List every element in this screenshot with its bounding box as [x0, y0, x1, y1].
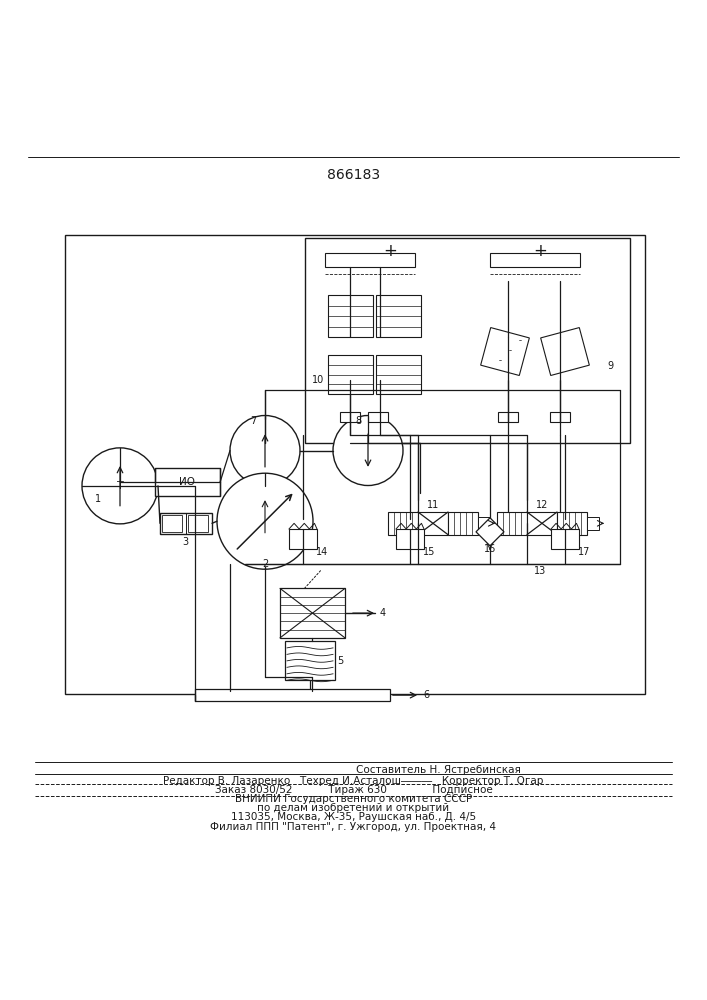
Text: 14: 14: [316, 547, 328, 557]
Bar: [305, 238, 630, 443]
Bar: [188, 515, 208, 532]
Bar: [65, 235, 645, 694]
Bar: [162, 515, 182, 532]
Bar: [280, 588, 345, 638]
Text: 15: 15: [423, 547, 436, 557]
Bar: [527, 512, 557, 535]
Polygon shape: [481, 328, 530, 375]
Bar: [498, 412, 518, 422]
Text: 12: 12: [536, 500, 548, 510]
Text: T: T: [117, 481, 124, 491]
Bar: [325, 253, 415, 267]
Bar: [285, 641, 335, 680]
Text: 9: 9: [607, 361, 613, 371]
Bar: [490, 253, 580, 267]
Bar: [388, 512, 418, 535]
Bar: [340, 412, 360, 422]
Text: 11: 11: [427, 500, 439, 510]
Bar: [550, 412, 570, 422]
Bar: [396, 529, 424, 549]
Text: 7: 7: [250, 416, 256, 426]
Bar: [328, 295, 373, 337]
Text: Составитель Н. Ястребинская: Составитель Н. Ястребинская: [356, 765, 521, 775]
Text: 13: 13: [534, 566, 546, 576]
Text: +: +: [533, 242, 547, 260]
Polygon shape: [476, 518, 504, 546]
Bar: [448, 512, 478, 535]
Text: 16: 16: [484, 544, 496, 554]
Text: по делам изобретений и открытий: по делам изобретений и открытий: [257, 803, 450, 813]
Text: +: +: [383, 242, 397, 260]
Bar: [497, 512, 527, 535]
Bar: [551, 529, 579, 549]
Circle shape: [82, 448, 158, 524]
Bar: [557, 512, 587, 535]
Bar: [376, 295, 421, 337]
Text: 866183: 866183: [327, 168, 380, 182]
Text: 8: 8: [355, 416, 361, 426]
Text: Редактор В. Лазаренко   Техред И.Асталош―――   Корректор Т. Огар: Редактор В. Лазаренко Техред И.Асталош――…: [163, 776, 544, 786]
Text: 6: 6: [423, 690, 429, 700]
Text: 113035, Москва, Ж-35, Раушская наб., Д. 4/5: 113035, Москва, Ж-35, Раушская наб., Д. …: [231, 812, 476, 822]
Text: Филиал ППП "Патент", г. Ужгород, ул. Проектная, 4: Филиал ППП "Патент", г. Ужгород, ул. Про…: [211, 822, 496, 832]
Text: ИО: ИО: [179, 477, 195, 487]
Bar: [478, 517, 490, 530]
Polygon shape: [541, 328, 590, 375]
Bar: [289, 529, 317, 549]
Bar: [195, 689, 390, 701]
Bar: [368, 412, 388, 422]
Circle shape: [333, 416, 403, 486]
Text: 1: 1: [95, 494, 101, 504]
Text: Заказ 8030/52           Тираж 630              Подписное: Заказ 8030/52 Тираж 630 Подписное: [215, 785, 492, 795]
Text: ВНИИПИ Государственного комитета СССР: ВНИИПИ Государственного комитета СССР: [235, 794, 472, 804]
Text: 5: 5: [337, 656, 343, 666]
Bar: [155, 468, 220, 496]
Text: 3: 3: [182, 537, 188, 547]
Circle shape: [230, 416, 300, 486]
Text: 2: 2: [262, 559, 268, 569]
Bar: [587, 517, 599, 530]
Bar: [376, 355, 421, 394]
Bar: [160, 513, 212, 534]
Text: 4: 4: [380, 608, 386, 618]
Text: 17: 17: [578, 547, 590, 557]
Text: 10: 10: [312, 375, 324, 385]
Bar: [328, 355, 373, 394]
Bar: [418, 512, 448, 535]
Circle shape: [217, 473, 313, 569]
